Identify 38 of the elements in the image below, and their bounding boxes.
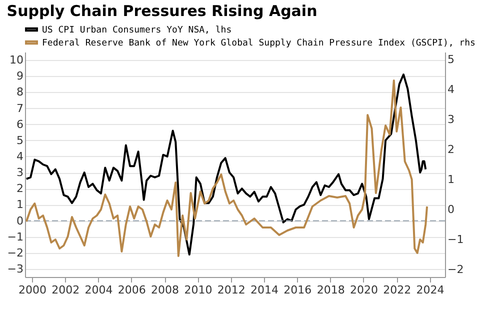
y-tick-label: −3 xyxy=(7,262,24,276)
legend-label: US CPI Urban Consumers YoY NSA, lhs xyxy=(42,26,232,36)
x-tick-label: 2006 xyxy=(118,284,146,296)
x-tick-label: 2010 xyxy=(184,284,212,296)
y-tick-label: 2 xyxy=(16,182,24,196)
x-tick-label: 2024 xyxy=(416,284,444,296)
x-tick-label: 2020 xyxy=(350,284,378,296)
y2-tick-label: 1 xyxy=(448,173,454,186)
y-tick-label: 1 xyxy=(16,198,24,212)
x-tick-label: 2022 xyxy=(383,284,412,296)
x-tick-label: 2016 xyxy=(284,284,312,296)
y-tick-label: 6 xyxy=(16,118,24,131)
y-tick-label: 7 xyxy=(16,102,24,115)
x-tick-label: 2008 xyxy=(151,284,180,296)
y-tick-label: 8 xyxy=(16,86,24,99)
y2-tick-label: −2 xyxy=(448,263,464,276)
y-tick-label: 0 xyxy=(16,214,24,228)
y-tick-label: −2 xyxy=(7,246,24,260)
y-tick-label: 5 xyxy=(16,134,24,147)
x-tick-label: 2012 xyxy=(217,284,246,296)
x-tick-label: 2014 xyxy=(250,284,279,296)
x-tick-label: 2004 xyxy=(84,284,113,296)
y2-tick-label: 2 xyxy=(448,143,454,156)
y2-tick-label: −1 xyxy=(448,233,464,246)
y-tick-label: 3 xyxy=(16,166,24,180)
legend-label: Federal Reserve Bank of New York Global Supply Chain Pressure Index (GSCPI), rhs xyxy=(42,38,476,48)
x-tick-label: 2002 xyxy=(52,284,80,296)
y-tick-label: 4 xyxy=(16,150,24,163)
y-tick-label: −1 xyxy=(7,230,24,244)
x-tick-label: 2018 xyxy=(316,284,345,296)
y-tick-label: 10 xyxy=(10,54,24,67)
y2-tick-label: 4 xyxy=(448,83,454,96)
x-tick-label: 2000 xyxy=(18,284,46,296)
y2-tick-label: 5 xyxy=(448,53,454,66)
y2-tick-label: 0 xyxy=(448,203,454,216)
chart-title: Supply Chain Pressures Rising Again xyxy=(6,2,318,20)
y2-tick-label: 3 xyxy=(448,113,454,126)
y-tick-label: 9 xyxy=(16,70,24,83)
